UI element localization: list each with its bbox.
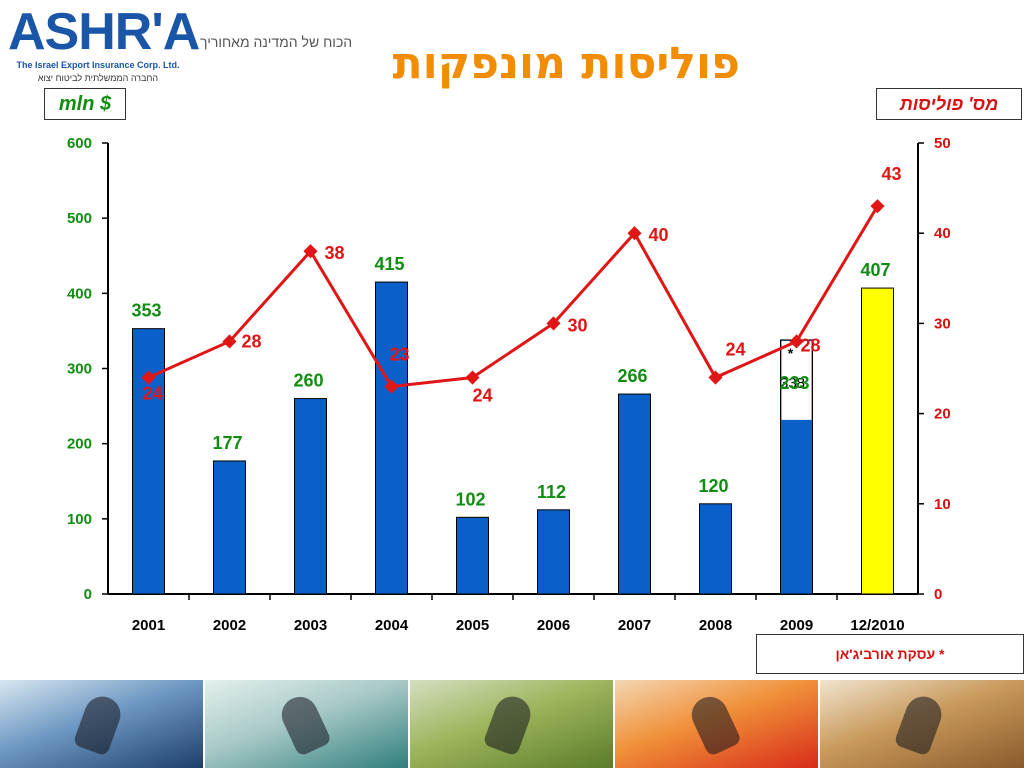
- left-axis-unit: mln $: [44, 88, 126, 120]
- skier-figure: [686, 690, 743, 757]
- bar-value-label: 120: [698, 476, 728, 496]
- line-point: [303, 244, 318, 259]
- bar: [618, 393, 651, 595]
- horse-race-figure: [893, 691, 947, 757]
- x-axis-tick-label: 2008: [699, 617, 732, 634]
- bar: [294, 398, 327, 595]
- page-title: פוליסות מונפקות: [392, 38, 740, 89]
- line-point: [384, 379, 399, 394]
- speed-skater-figure: [276, 690, 333, 757]
- x-axis-tick-label: 2009: [780, 617, 813, 634]
- right-axis-tick-label: 40: [934, 225, 951, 242]
- logo-wordmark: ASHR'A: [8, 3, 200, 61]
- bar-value-label: 112: [537, 482, 566, 502]
- policies-line: [147, 205, 879, 389]
- left-axis-tick-label: 500: [67, 210, 92, 227]
- bar-value-label: 353: [131, 301, 161, 321]
- right-axis-unit: מס' פוליסות: [876, 88, 1022, 120]
- bar: [132, 328, 165, 595]
- right-axis-tick-label: 50: [934, 135, 951, 152]
- bar-2009-star-label: *: [788, 345, 794, 361]
- bar-value-label: 407: [860, 260, 890, 280]
- line-point: [627, 226, 642, 241]
- cyclist-photo: [410, 680, 613, 768]
- x-axis-tick-label: 2003: [294, 617, 327, 634]
- left-axis-tick-label: 100: [67, 511, 92, 528]
- line-value-label: 24: [725, 340, 745, 360]
- bar: [537, 509, 570, 595]
- line-value-label: 43: [881, 164, 901, 184]
- x-axis-tick-label: 2001: [132, 617, 165, 634]
- cyclist-figure: [482, 691, 536, 757]
- left-axis-tick-label: 200: [67, 436, 92, 453]
- line-value-label: 40: [648, 225, 668, 245]
- line-value-label: 28: [800, 335, 820, 355]
- windsurfer-photo: [0, 680, 203, 768]
- bar-2009-extra-segment: [781, 340, 812, 420]
- bar-value-label: 177: [212, 433, 242, 453]
- line-point: [870, 199, 885, 214]
- right-axis-tick-label: 10: [934, 496, 951, 513]
- bar-2009-extra-label: 338: [780, 375, 805, 392]
- speed-skater-photo: [205, 680, 408, 768]
- x-axis-tick-label: 12/2010: [850, 617, 904, 634]
- bar-value-label: 415: [374, 254, 404, 274]
- windsurfer-figure: [72, 691, 126, 757]
- company-logo: ASHR'A The Israel Export Insurance Corp.…: [8, 3, 200, 88]
- left-axis-tick-label: 600: [67, 135, 92, 152]
- line-value-label: 30: [567, 315, 587, 335]
- x-axis-tick-label: 2007: [618, 617, 651, 634]
- right-axis-tick-label: 20: [934, 406, 951, 423]
- bar-value-label: 260: [293, 371, 323, 391]
- line-value-label: 24: [472, 386, 492, 406]
- bar-value-label: 266: [617, 366, 647, 386]
- bar-value-label: 233: [779, 373, 809, 393]
- line-point: [789, 334, 804, 349]
- photo-strip: [0, 680, 1024, 768]
- right-axis-tick-label: 0: [934, 586, 942, 603]
- line-value-label: 24: [142, 384, 162, 404]
- tagline: הכוח של המדינה מאחוריך: [200, 34, 353, 50]
- line-point: [141, 370, 156, 385]
- combo-chart: 0 100 200 300 400 500 600 0 10 20 30 40 50 2001 2002 20…: [67, 135, 951, 634]
- line-point: [708, 370, 723, 385]
- logo-subtitle: The Israel Export Insurance Corp. Ltd.: [16, 60, 180, 70]
- footnote: * עסקת אורביג'אן: [756, 634, 1024, 674]
- bar: [213, 460, 246, 595]
- right-axis-tick-label: 30: [934, 315, 951, 332]
- x-axis-tick-label: 2002: [213, 617, 246, 634]
- left-axis-tick-label: 400: [67, 285, 92, 302]
- x-axis-tick-label: 2006: [537, 617, 570, 634]
- skier-photo: [615, 680, 818, 768]
- line-value-label: 38: [324, 243, 344, 263]
- line-point: [546, 316, 561, 331]
- left-axis-tick-label: 300: [67, 361, 92, 378]
- line-point: [222, 334, 237, 349]
- bar: [861, 287, 894, 595]
- line-value-label: 28: [241, 331, 261, 351]
- x-axis-tick-label: 2005: [456, 617, 489, 634]
- bar: [375, 281, 408, 595]
- left-axis-tick-label: 0: [84, 586, 92, 603]
- bar: [456, 516, 489, 595]
- x-axis-tick-label: 2004: [375, 617, 409, 634]
- line-value-label: 23: [389, 345, 409, 365]
- bar-value-label: 102: [455, 489, 485, 509]
- logo-subtitle-hebrew: החברה הממשלתית לביטוח יצוא: [37, 73, 159, 83]
- bar: [699, 503, 732, 595]
- line-point: [465, 370, 480, 385]
- horse-race-photo: [820, 680, 1024, 768]
